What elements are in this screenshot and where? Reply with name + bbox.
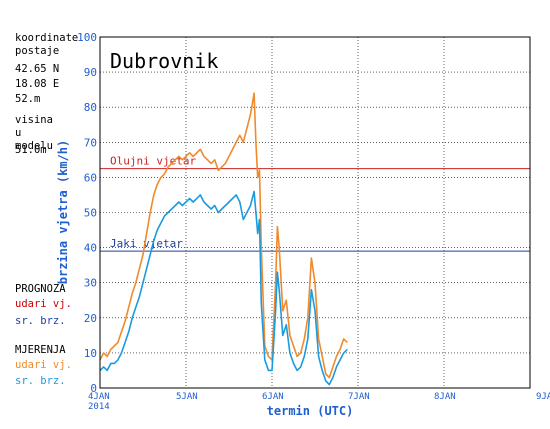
y-tick-label: 30 [84, 277, 97, 290]
threshold-label: Olujni vjetar [110, 155, 196, 168]
x-tick-label: 9JAN [536, 392, 550, 402]
y-tick-label: 60 [84, 171, 97, 184]
model-height-value: 51.0m [15, 144, 47, 156]
x-tick-label: 4JAN [88, 392, 110, 402]
series-line [99, 92, 348, 379]
y-tick-label: 80 [84, 101, 97, 114]
y-tick-label: 100 [77, 31, 97, 44]
station-longitude: 18.08 E [15, 78, 60, 90]
x-tick-label: 6JAN [262, 392, 284, 402]
x-tick-label: 8JAN [434, 392, 456, 402]
chart-title: Dubrovnik [110, 49, 218, 73]
y-tick-label: 50 [84, 207, 97, 220]
x-tick-sublabel: 2014 [88, 402, 110, 412]
series-line [99, 190, 348, 386]
legend-forecast-title: PROGNOZA [15, 283, 66, 295]
y-tick-label: 40 [84, 242, 97, 255]
y-tick-label: 90 [84, 66, 97, 79]
legend-measured-gust: udari vj. [15, 359, 72, 371]
plot-frame [99, 36, 531, 389]
station-coords-header: koordinate postaje [15, 32, 79, 57]
legend-forecast-mean: sr. brz. [15, 315, 66, 327]
legend-forecast-gust: udari vj. [15, 298, 72, 310]
y-tick-label: 70 [84, 136, 97, 149]
legend-measured-mean: sr. brz. [15, 375, 66, 387]
station-latitude: 42.65 N [15, 63, 60, 75]
legend-measured-title: MJERENJA [15, 344, 66, 356]
y-axis-label: brzina vjetra (km/h) [56, 140, 70, 285]
y-tick-label: 20 [84, 312, 97, 325]
x-axis-label: termin (UTC) [267, 404, 354, 418]
x-tick-label: 7JAN [348, 392, 370, 402]
station-altitude: 52.m [15, 93, 41, 105]
y-tick-label: 10 [84, 347, 97, 360]
x-tick-label: 5JAN [176, 392, 198, 402]
threshold-label: Jaki vjetar [110, 237, 183, 250]
model-height-header: visina u modelu [15, 114, 53, 152]
y-tick-label: 0 [90, 382, 97, 395]
